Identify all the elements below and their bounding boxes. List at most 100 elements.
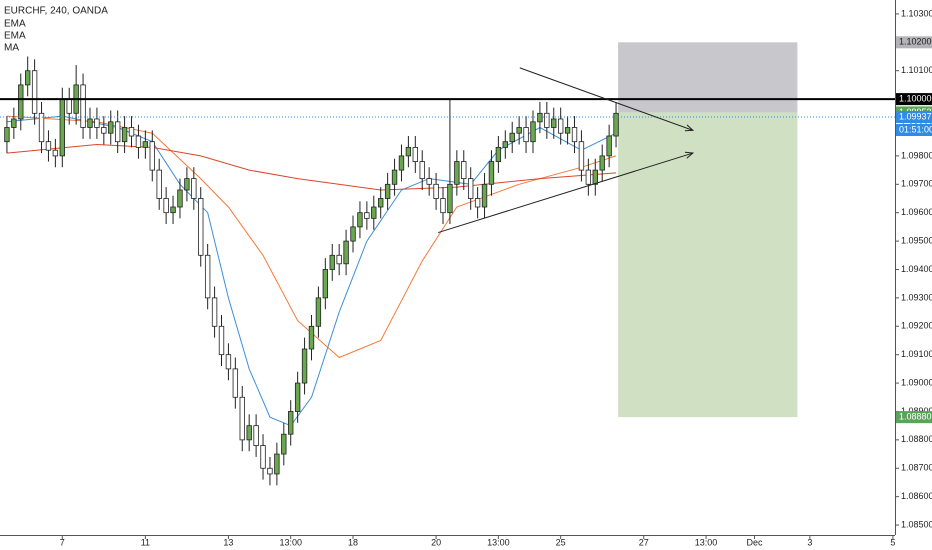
candle-body: [384, 183, 391, 199]
candle-body: [516, 127, 522, 134]
candle-body: [468, 178, 474, 199]
candle-body: [45, 141, 52, 151]
candle-body: [551, 118, 557, 128]
candle-body: [66, 98, 72, 114]
candle-body: [454, 161, 460, 185]
y-tick-label: 1.09200: [901, 321, 932, 331]
indicator-label: EMA: [4, 31, 26, 42]
candle-body: [343, 240, 349, 265]
candle-body: [4, 127, 10, 143]
y-tick-label: 1.08800: [901, 434, 932, 444]
candle-body: [315, 297, 322, 327]
candle-body: [163, 198, 169, 214]
candle-body: [184, 178, 190, 191]
candle-body: [170, 206, 176, 214]
price-label-bg: [896, 411, 932, 424]
candle-body: [135, 135, 142, 148]
candle-body: [488, 161, 495, 185]
candle-body: [357, 212, 363, 228]
trend-line: [438, 152, 694, 234]
price-label-bg: [896, 110, 932, 123]
candle-body: [218, 325, 225, 356]
candle-body: [294, 382, 301, 412]
x-tick-label: 13: [223, 537, 233, 547]
price-label: 1.08880: [899, 412, 932, 422]
indicator-line: [6, 115, 617, 427]
x-tick-label: 13:00: [695, 537, 718, 547]
stop-zone: [618, 42, 798, 113]
candle-body: [11, 118, 17, 128]
candle-body: [481, 183, 488, 208]
indicator-label: EMA: [4, 19, 26, 30]
candle-body: [211, 297, 218, 327]
x-tick-label: 13:00: [487, 537, 510, 547]
candle-body: [149, 141, 155, 171]
x-tick-label: 27: [639, 537, 649, 547]
y-tick-label: 1.08700: [901, 463, 932, 473]
y-tick-label: 1.09600: [901, 207, 932, 217]
candle-body: [509, 132, 515, 143]
x-tick-label: 5: [890, 537, 895, 547]
candle-body: [38, 112, 45, 143]
x-tick-label: 3: [807, 537, 812, 547]
countdown-bg: [896, 123, 932, 136]
candle-body: [606, 135, 612, 157]
candle-body: [474, 198, 481, 208]
candle-body: [378, 198, 384, 208]
x-tick-label: 11: [141, 537, 150, 547]
plot-area: [0, 42, 895, 486]
x-tick-label: 7: [60, 537, 65, 547]
candle-body: [433, 183, 439, 199]
chart-title: EURCHF, 240, OANDA: [4, 6, 108, 17]
price-label: 1.10200: [899, 37, 932, 47]
candle-body: [447, 183, 453, 214]
candle-body: [585, 169, 592, 185]
candle-body: [267, 467, 273, 475]
y-tick-label: 1.09100: [901, 349, 932, 359]
candle-body: [52, 149, 59, 157]
candle-body: [59, 98, 65, 157]
candle-body: [260, 445, 266, 469]
y-tick-label: 1.09500: [901, 235, 932, 245]
candle-body: [564, 127, 571, 134]
candle-body: [198, 198, 204, 256]
candle-body: [530, 121, 536, 143]
x-tick-label: 20: [431, 537, 441, 547]
candle-body: [108, 121, 114, 134]
trend-line: [519, 67, 694, 131]
x-tick-label: 18: [348, 537, 358, 547]
candle-body: [177, 189, 183, 208]
target-zone: [618, 112, 798, 418]
candle-body: [204, 254, 211, 299]
candle-body: [191, 178, 197, 199]
indicator-label: MA: [4, 43, 19, 54]
candle-body: [592, 169, 598, 185]
candle-body: [495, 146, 502, 162]
candle-body: [94, 118, 100, 128]
candle-body: [537, 112, 543, 123]
y-tick-label: 1.08500: [901, 519, 932, 529]
candle-body: [101, 127, 107, 134]
y-tick-label: 1.09300: [901, 292, 932, 302]
candle-body: [25, 70, 31, 86]
candle-body: [80, 84, 86, 128]
price-label-bg: [896, 36, 932, 49]
candle-body: [419, 161, 425, 180]
candle-body: [128, 127, 135, 137]
candle-body: [288, 411, 294, 435]
candle-body: [391, 169, 398, 185]
candle-body: [578, 141, 585, 171]
candle-body: [461, 161, 467, 180]
candle-body: [281, 433, 287, 455]
candle-body: [232, 368, 239, 398]
y-tick-label: 1.08600: [901, 491, 932, 501]
candle-body: [121, 127, 128, 143]
y-tick-label: 1.08900: [901, 406, 932, 416]
candle-body: [322, 269, 329, 299]
candle-body: [18, 84, 24, 120]
arrow-head: [684, 124, 695, 132]
candle-body: [246, 425, 252, 441]
y-tick-label: 1.09800: [901, 150, 932, 160]
